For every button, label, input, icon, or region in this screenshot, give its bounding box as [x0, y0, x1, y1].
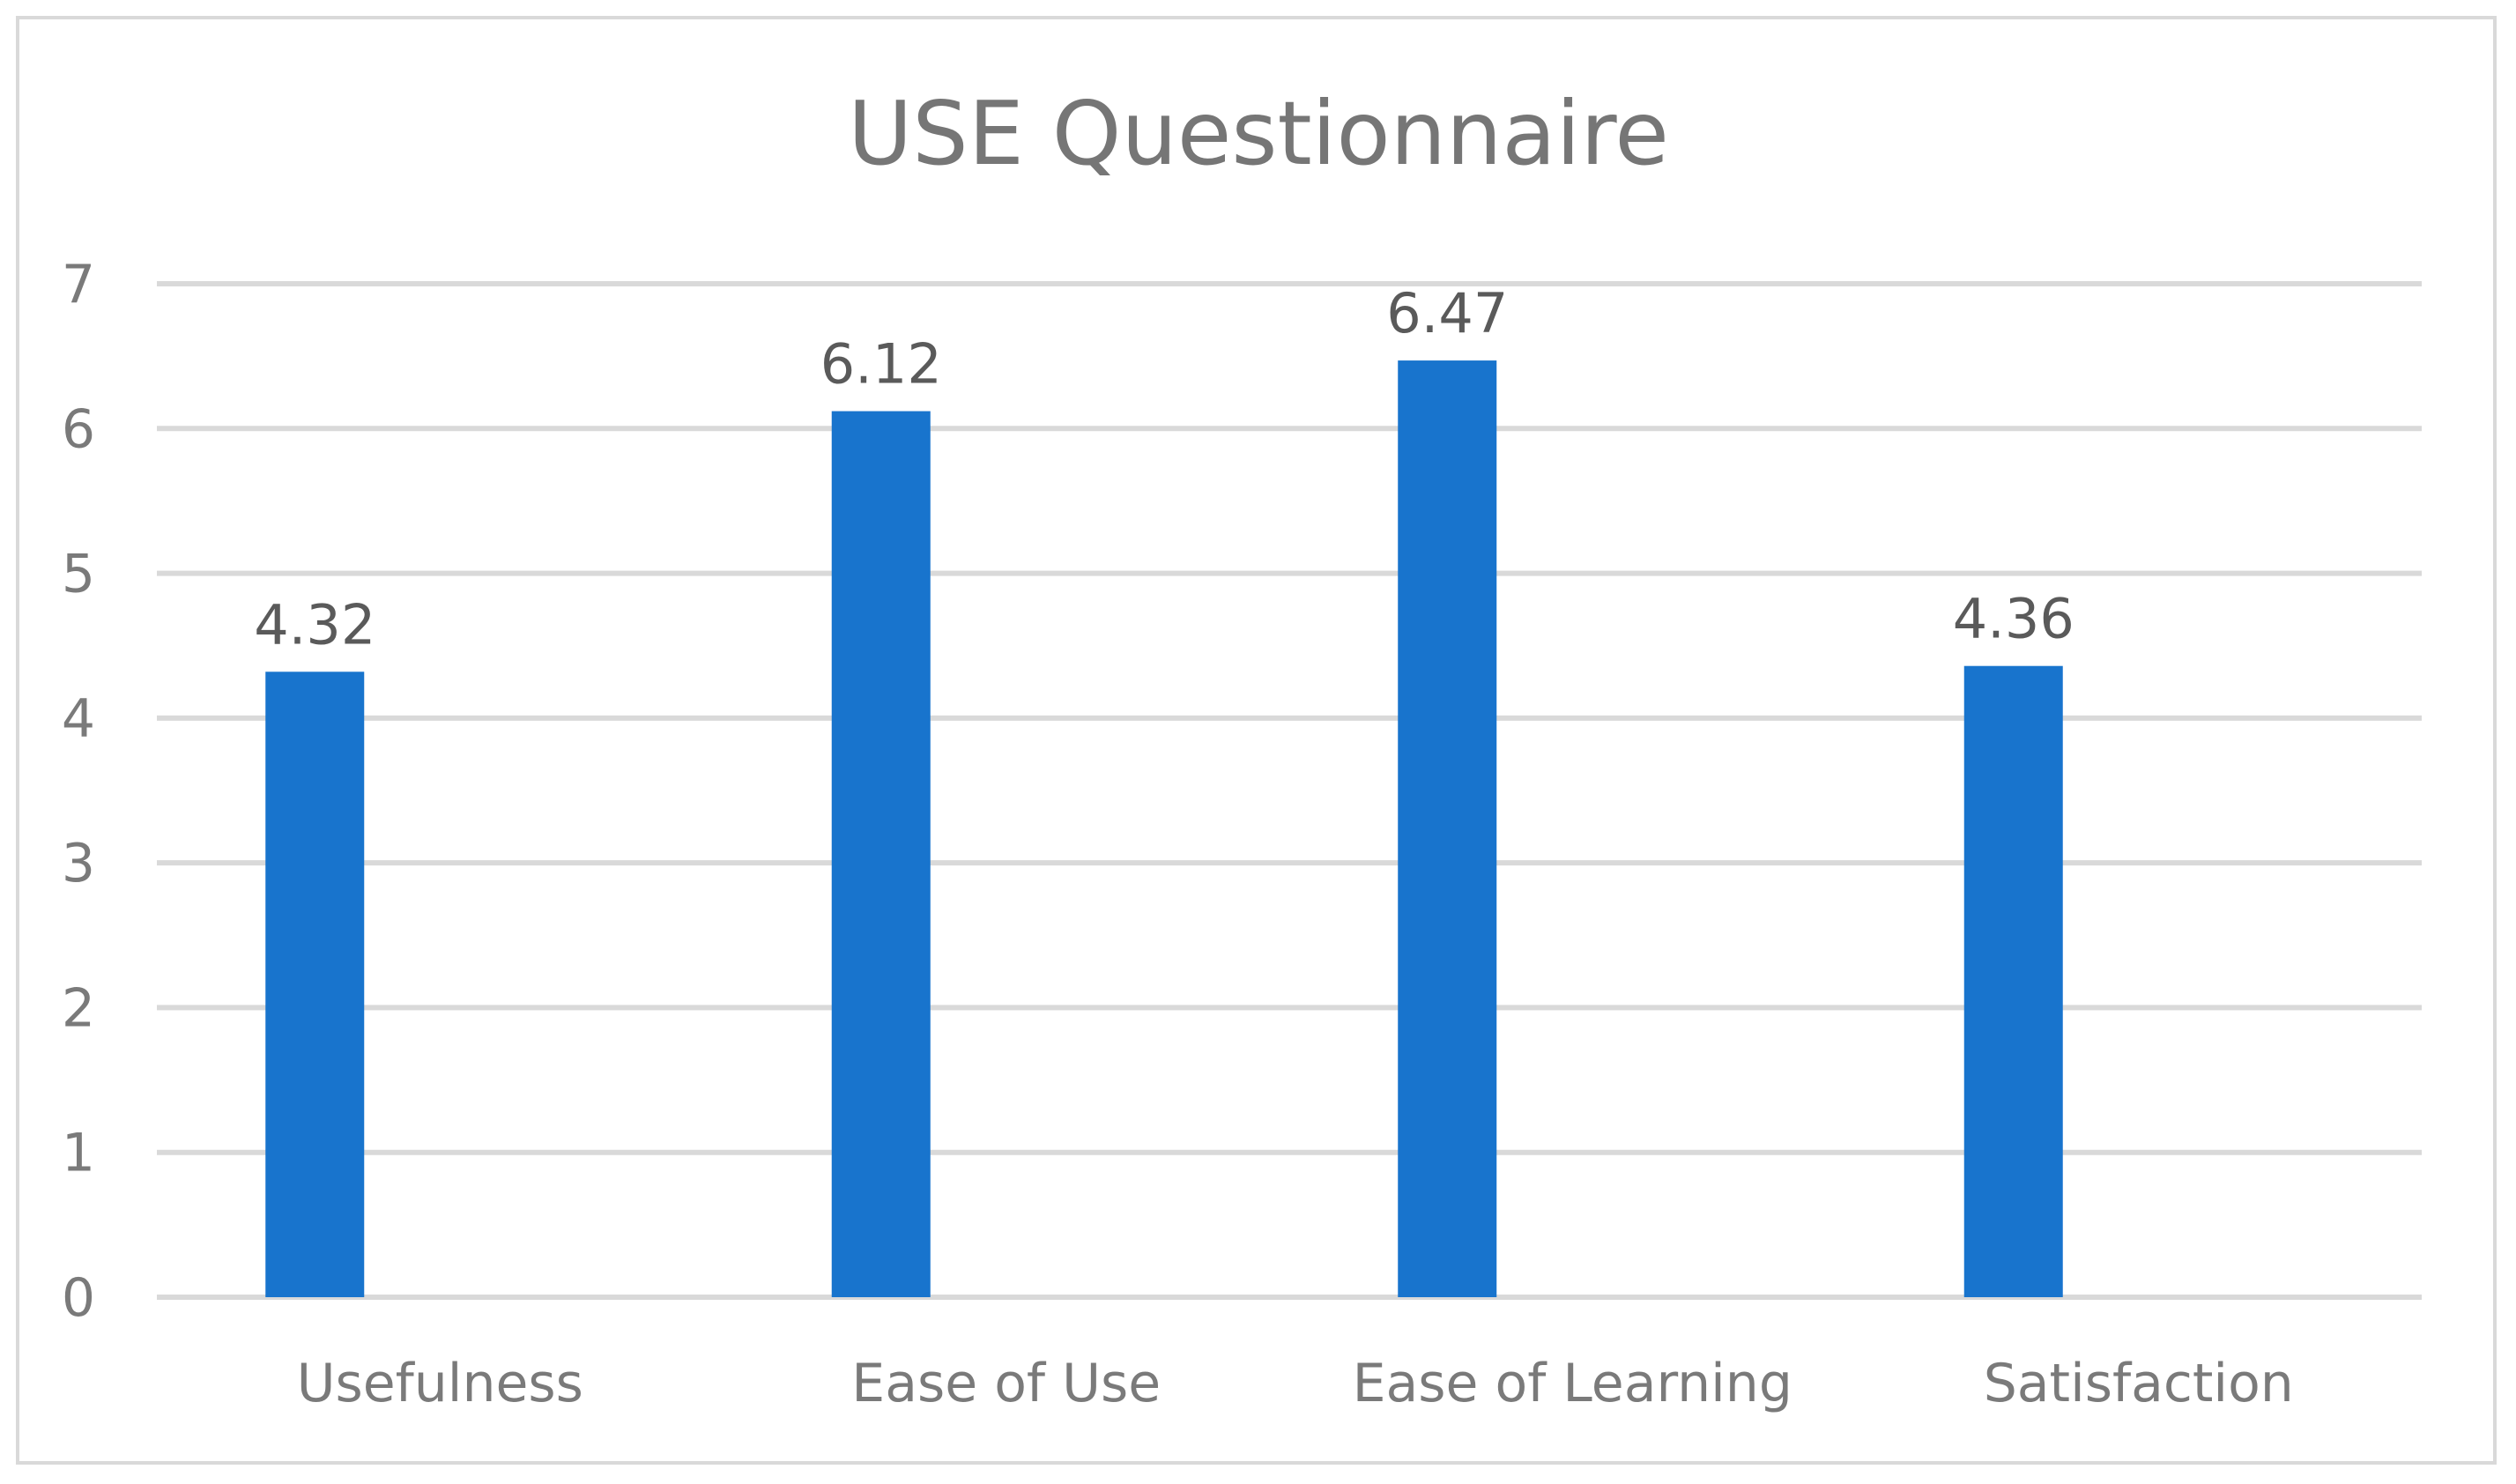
y-tick-label: 7 — [62, 254, 95, 315]
data-label: 4.36 — [1953, 587, 2074, 651]
y-tick-label: 2 — [62, 977, 95, 1039]
category-label: Ease of Use — [851, 1353, 1161, 1414]
chart-title: USE Questionnaire — [848, 82, 1669, 185]
chart-frame — [16, 16, 2497, 1465]
y-tick-label: 3 — [62, 833, 95, 894]
y-tick-label: 0 — [62, 1267, 95, 1329]
data-label: 4.32 — [254, 592, 375, 657]
data-labels: 4.32 6.12 6.47 4.36 — [254, 281, 2074, 657]
y-tick-label: 6 — [62, 398, 95, 460]
bar-ease-of-use — [831, 411, 931, 1298]
bars — [265, 360, 2063, 1298]
y-tick-label: 1 — [62, 1123, 95, 1184]
y-tick-label: 5 — [62, 544, 95, 605]
category-labels: Usefulness Ease of Use Ease of Learning Sat… — [297, 1353, 2294, 1414]
category-label: Ease of Learning — [1353, 1353, 1792, 1414]
gridlines — [157, 281, 2422, 1300]
y-axis-ticks: 0 1 2 3 4 5 6 7 — [62, 254, 95, 1329]
y-tick-label: 4 — [62, 688, 95, 750]
bar-satisfaction — [1963, 665, 2063, 1297]
category-label: Usefulness — [297, 1353, 583, 1414]
data-label: 6.47 — [1386, 281, 1508, 345]
bar-ease-of-learning — [1398, 360, 1497, 1298]
bar-usefulness — [265, 672, 365, 1297]
category-label: Satisfaction — [1984, 1353, 2294, 1414]
data-label: 6.12 — [820, 332, 942, 397]
